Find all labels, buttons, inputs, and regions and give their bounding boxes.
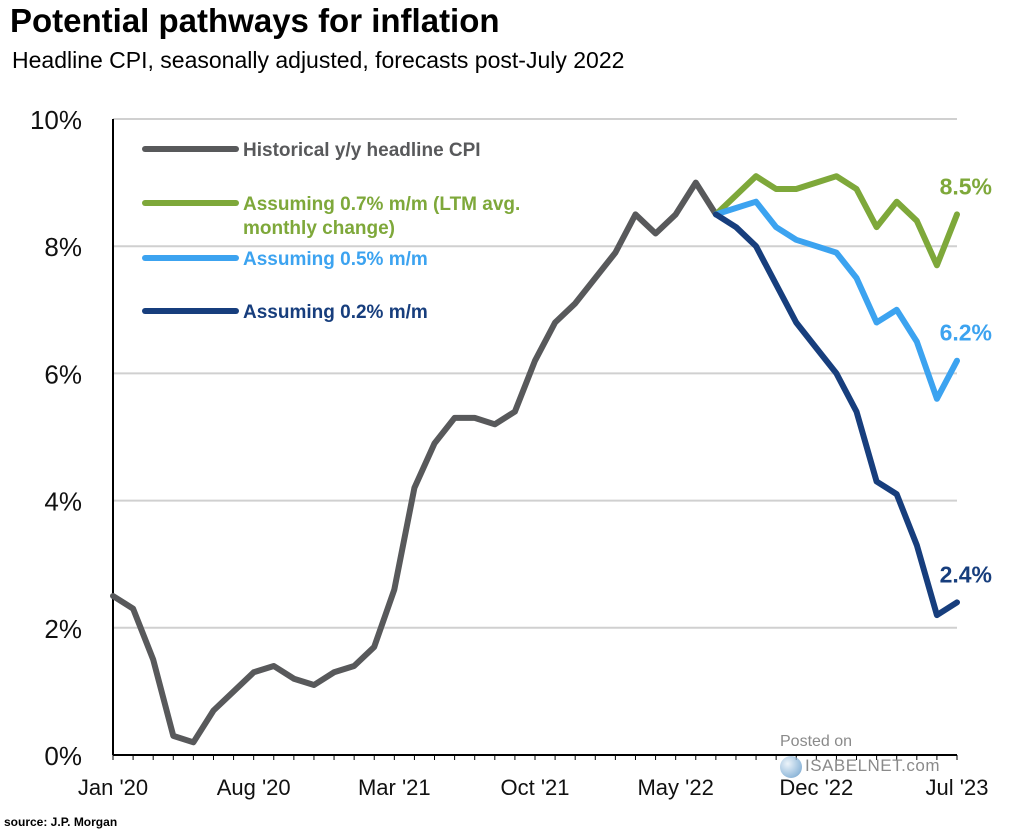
- gridlines: [113, 118, 957, 629]
- y-tick-label: 4%: [44, 487, 82, 517]
- y-axis: 0% 2% 4% 6% 8% 10%: [30, 105, 114, 771]
- x-tick-label: Oct '21: [500, 775, 569, 800]
- series-line-assuming-0-5-m-m: [712, 198, 960, 402]
- x-tick-label: Jan '20: [78, 775, 148, 800]
- legend-label: Historical y/y headline CPI: [243, 140, 481, 161]
- chart-title: Potential pathways for inflation: [10, 2, 500, 39]
- x-tick-label: May '22: [637, 775, 713, 800]
- series-lines: [110, 173, 960, 746]
- globe-icon: [780, 756, 802, 778]
- y-tick-label: 0%: [44, 741, 82, 771]
- end-labels: 8.5% 6.2% 2.4%: [940, 173, 992, 587]
- source-note: source: J.P. Morgan: [4, 815, 118, 829]
- legend-label: monthly change): [243, 218, 395, 239]
- series-line-assuming-0-7-m-m-ltm-avg-monthly-change: [712, 173, 960, 269]
- x-tick-label: Aug '20: [217, 775, 291, 800]
- end-value-label: 6.2%: [940, 320, 992, 346]
- legend-label: Assuming 0.7% m/m (LTM avg.: [243, 194, 520, 215]
- watermark-posted-on: Posted on: [780, 733, 853, 750]
- x-axis: Jan '20 Aug '20 Mar '21 Oct '21 May '22 Dec '…: [78, 754, 989, 800]
- x-tick-label: Dec '22: [779, 775, 853, 800]
- series-line-assuming-0-2-m-m: [712, 211, 960, 619]
- y-tick-label: 10%: [30, 105, 82, 135]
- end-value-label: 8.5%: [940, 173, 992, 199]
- chart-subtitle: Headline CPI, seasonally adjusted, forec…: [12, 47, 625, 73]
- y-tick-label: 2%: [44, 614, 82, 644]
- watermark-site: ISABELNET.com: [805, 756, 940, 775]
- legend-label: Assuming 0.5% m/m: [243, 249, 428, 270]
- y-tick-label: 6%: [44, 359, 82, 389]
- x-tick-label: Mar '21: [358, 775, 431, 800]
- end-value-label: 2.4%: [940, 561, 992, 587]
- legend: Historical y/y headline CPI Assuming 0.7%…: [142, 140, 520, 323]
- y-tick-label: 8%: [44, 232, 82, 262]
- series-line-historical-y-y-headline-cpi: [110, 179, 719, 746]
- x-tick-label: Jul '23: [926, 775, 989, 800]
- legend-label: Assuming 0.2% m/m: [243, 302, 428, 323]
